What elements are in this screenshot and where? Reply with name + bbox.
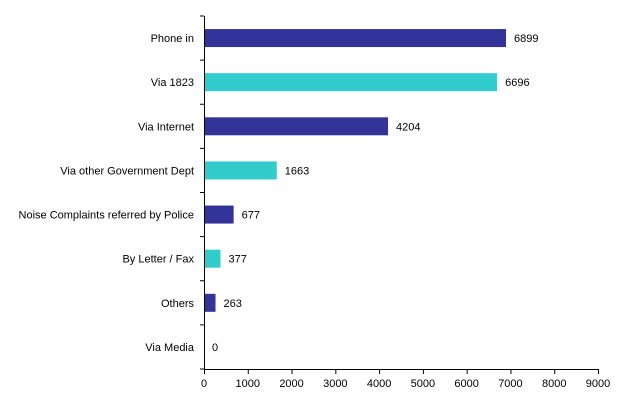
value-label-2: 4204: [396, 121, 420, 133]
x-tick-label-6: 6000: [454, 378, 478, 390]
value-label-0: 6899: [514, 33, 538, 45]
bar-0: [204, 29, 507, 48]
category-label-1: Via 1823: [151, 77, 194, 89]
value-label-6: 263: [224, 298, 242, 310]
x-tick-labels-group: 0 1000 2000 3000 4000 5000 6000 7000 8000 9000: [201, 378, 610, 390]
bar-4: [204, 205, 234, 224]
x-tick-label-4: 4000: [367, 378, 391, 390]
x-tick-label-7: 7000: [498, 378, 522, 390]
category-label-6: Others: [161, 298, 195, 310]
category-label-7: Via Media: [145, 342, 195, 354]
value-label-7: 0: [212, 342, 218, 354]
x-tick-label-9: 9000: [586, 378, 610, 390]
category-label-0: Phone in: [151, 33, 194, 45]
value-label-1: 6696: [505, 77, 529, 89]
category-label-5: By Letter / Fax: [122, 254, 194, 266]
x-tick-label-8: 8000: [542, 378, 566, 390]
category-label-2: Via Internet: [138, 121, 194, 133]
bar-2: [204, 117, 389, 136]
value-labels-group: 6899 6696 4204 1663 677 377 263 0: [212, 33, 539, 354]
value-label-3: 1663: [285, 165, 309, 177]
bars-group: [204, 29, 507, 312]
bar-5: [204, 249, 221, 268]
bar-3: [204, 161, 277, 180]
bar-6: [204, 293, 216, 312]
x-tick-label-3: 3000: [323, 378, 347, 390]
x-tick-label-0: 0: [201, 378, 207, 390]
bar-1: [204, 73, 498, 92]
value-label-4: 677: [242, 210, 260, 222]
category-label-4: Noise Complaints referred by Police: [19, 210, 194, 222]
x-tick-label-1: 1000: [236, 378, 260, 390]
category-label-3: Via other Government Dept: [60, 165, 194, 177]
x-tick-label-2: 2000: [279, 378, 303, 390]
x-tick-label-5: 5000: [411, 378, 435, 390]
category-labels-group: Phone in Via 1823 Via Internet Via other Go…: [19, 33, 195, 354]
x-ticks-group: [200, 15, 599, 374]
value-label-5: 377: [229, 254, 247, 266]
